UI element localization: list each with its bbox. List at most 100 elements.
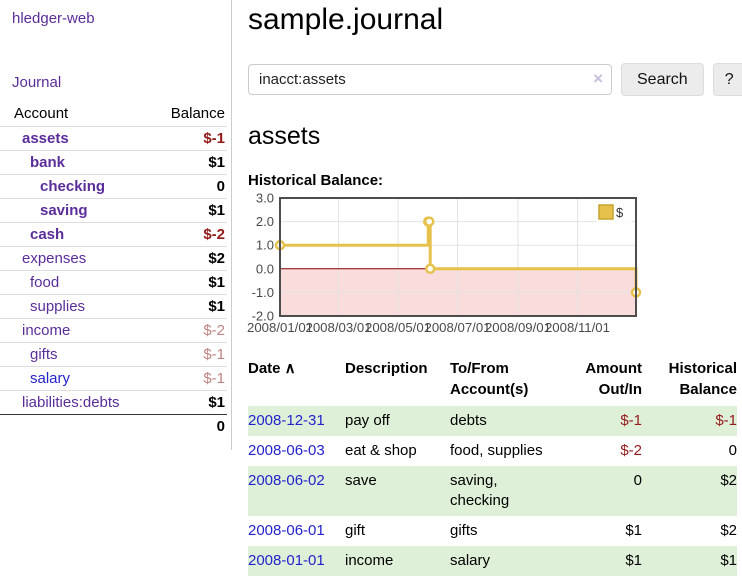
register-row: 2008-06-01 gift gifts $1 $2 <box>248 516 737 546</box>
data-point-marker <box>424 263 436 275</box>
transaction-date-link[interactable]: 2008-06-02 <box>248 472 325 489</box>
data-point-marker <box>423 216 435 227</box>
account-balance: 0 <box>143 174 227 199</box>
sort-ascending-icon[interactable]: ∧ <box>280 360 296 377</box>
transaction-accounts: debts <box>450 406 562 436</box>
transaction-date-link[interactable]: 2008-12-31 <box>248 412 325 429</box>
search-input[interactable] <box>248 64 612 95</box>
transaction-accounts: saving, checking <box>450 466 562 516</box>
transaction-balance: $2 <box>642 466 737 516</box>
accounts-balance-table: Account Balance assets $-1 bank $1 checking 0… <box>0 102 227 438</box>
transaction-accounts: gifts <box>450 522 478 539</box>
sidebar-item-journal[interactable]: Journal <box>12 74 62 91</box>
account-row: income $-2 <box>0 318 227 343</box>
account-balance: $1 <box>143 270 227 295</box>
sidebar-account-supplies[interactable]: supplies <box>30 298 86 315</box>
register-col-header: Historical Balance <box>668 360 737 398</box>
account-row: expenses $2 <box>0 246 227 271</box>
sidebar-account-bank[interactable]: bank <box>30 154 66 171</box>
account-row: liabilities:debts $1 <box>0 390 227 415</box>
chart-heading: Historical Balance: <box>248 172 384 189</box>
transaction-date-link[interactable]: 2008-06-03 <box>248 442 325 459</box>
sidebar: hledger-web Journal Account Balance asse… <box>0 0 232 450</box>
transaction-description: gift <box>345 522 366 539</box>
register-row: 2008-01-01 income salary $1 $1 <box>248 546 737 576</box>
transaction-date-link[interactable]: 2008-06-01 <box>248 522 325 539</box>
legend-swatch <box>598 204 614 220</box>
transaction-amount: $1 <box>562 546 642 576</box>
account-balance: $1 <box>143 150 227 175</box>
account-balance: $-1 <box>143 126 227 151</box>
account-row: saving $1 <box>0 198 227 223</box>
transaction-description: income <box>345 546 450 576</box>
account-row: gifts $-1 <box>0 342 227 367</box>
transaction-description: save <box>345 466 450 516</box>
register-row: 2008-06-03 eat & shop food, supplies $-2 0 <box>248 436 737 466</box>
transaction-balance: 0 <box>728 442 737 459</box>
sidebar-account-expenses[interactable]: expenses <box>22 250 87 267</box>
account-row: supplies $1 <box>0 294 227 319</box>
y-axis-tick-label: -2.0 <box>252 309 274 324</box>
help-button[interactable]: ? <box>712 63 742 96</box>
accounts-total-row: 0 <box>0 414 227 438</box>
sidebar-account-gifts[interactable]: gifts <box>30 346 58 363</box>
account-balance: $1 <box>143 198 227 223</box>
search-button[interactable]: Search <box>621 63 704 96</box>
transaction-amount: $-2 <box>620 442 642 459</box>
register-col-header: Amount Out/In <box>585 360 642 398</box>
account-row: salary $-1 <box>0 366 227 391</box>
transaction-balance: $1 <box>642 546 737 576</box>
transaction-amount: 0 <box>562 466 642 516</box>
account-row: assets $-1 <box>0 126 227 151</box>
sidebar-account-income[interactable]: income <box>22 322 71 339</box>
main-content: sample.journal × Search ? assets Histori… <box>232 0 742 582</box>
register-col-header: Description <box>345 360 428 377</box>
x-axis-tick-label: 2008/05/01 <box>365 320 431 335</box>
transaction-amount: $1 <box>625 522 642 539</box>
x-axis-tick-label: 2008/07/01 <box>425 320 491 335</box>
page-title: sample.journal <box>248 3 444 36</box>
x-axis-tick-label: 2008/03/01 <box>306 320 372 335</box>
register-row: 2008-12-31 pay off debts $-1 $-1 <box>248 406 737 436</box>
register-col-header: To/From Account(s) <box>450 360 529 398</box>
account-balance: $-2 <box>143 318 227 343</box>
app-title-link[interactable]: hledger-web <box>12 10 95 27</box>
transaction-balance: $-1 <box>642 406 737 436</box>
account-row: checking 0 <box>0 174 227 199</box>
sidebar-account-liabilities-debts[interactable]: liabilities:debts <box>22 394 120 411</box>
legend-label: $ <box>616 205 624 220</box>
account-balance: $-2 <box>143 222 227 247</box>
account-heading: assets <box>248 122 321 150</box>
sidebar-account-cash[interactable]: cash <box>30 226 65 243</box>
transaction-description: eat & shop <box>345 442 417 459</box>
transaction-amount: $-1 <box>562 406 642 436</box>
balance-col-header: Balance <box>170 105 225 122</box>
register-col-header[interactable]: Date ∧ <box>248 360 296 377</box>
transaction-balance: $2 <box>720 522 737 539</box>
sidebar-account-checking[interactable]: checking <box>40 178 106 195</box>
accounts-col-header: Account <box>14 105 69 122</box>
y-axis-tick-label: 2.0 <box>256 214 274 229</box>
sidebar-account-assets[interactable]: assets <box>22 130 69 147</box>
sidebar-account-food[interactable]: food <box>30 274 60 291</box>
accounts-total-value: 0 <box>143 414 227 438</box>
account-balance: $1 <box>143 390 227 415</box>
account-row: food $1 <box>0 270 227 295</box>
y-axis-tick-label: 3.0 <box>256 191 274 206</box>
y-axis-tick-label: 1.0 <box>256 238 274 253</box>
search-form: × Search ? <box>248 63 742 96</box>
x-axis-tick-label: 2008/01/01 <box>247 320 313 335</box>
sidebar-account-saving[interactable]: saving <box>40 202 88 219</box>
account-balance: $2 <box>143 246 227 271</box>
sidebar-account-salary[interactable]: salary <box>30 370 71 387</box>
y-axis-tick-label: -1.0 <box>252 285 274 300</box>
clear-search-icon[interactable]: × <box>593 69 603 88</box>
x-axis-tick-label: 2008/11/01 <box>545 320 610 335</box>
account-balance: $1 <box>143 294 227 319</box>
transaction-date-link[interactable]: 2008-01-01 <box>248 552 325 569</box>
transaction-accounts: food, supplies <box>450 442 543 459</box>
transaction-description: pay off <box>345 406 450 436</box>
account-balance: $-1 <box>143 366 227 391</box>
x-axis-tick-label: 2008/09/01 <box>485 320 551 335</box>
account-row: bank $1 <box>0 150 227 175</box>
